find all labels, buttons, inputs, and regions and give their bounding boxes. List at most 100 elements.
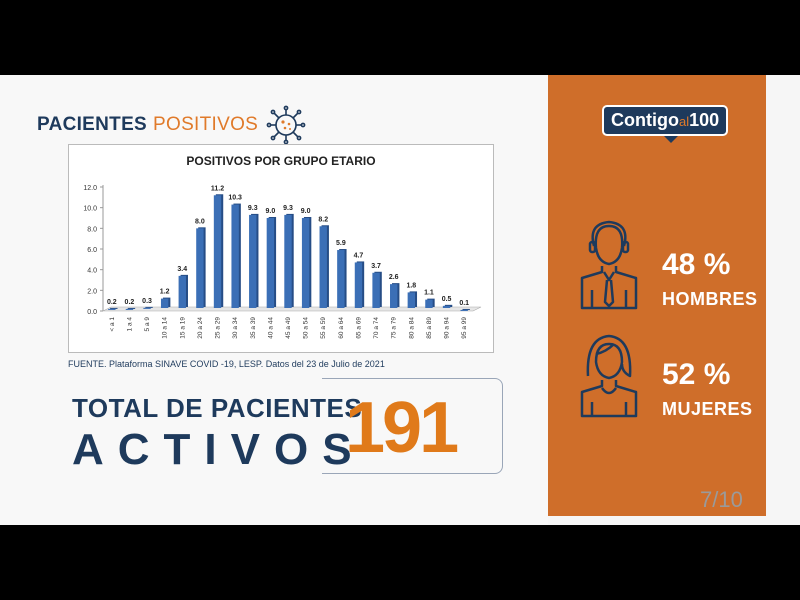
source-note: FUENTE. Plataforma SINAVE COVID -19, LES… — [68, 359, 385, 369]
page-title: PACIENTES POSITIVOS — [37, 105, 306, 145]
bar — [425, 299, 433, 308]
data-label: 3.7 — [371, 263, 381, 270]
x-tick-label: 30 a 34 — [232, 317, 239, 339]
total-value: 191 — [345, 388, 459, 468]
bar — [143, 307, 151, 309]
stat-men-label: HOMBRES — [662, 289, 758, 309]
stat-women-label: MUJERES — [662, 399, 753, 419]
right-panel: Contigoal100 48 % HOMBRES — [548, 75, 766, 516]
bar — [108, 308, 116, 310]
data-label: 9.0 — [301, 208, 311, 215]
bar — [337, 250, 345, 308]
x-tick-label: 45 a 49 — [285, 317, 292, 339]
page-number: 7/10 — [700, 487, 743, 512]
logo-pointer — [664, 136, 678, 143]
data-label: 8.0 — [195, 218, 205, 225]
data-label: 0.2 — [125, 299, 135, 306]
x-tick-label: 35 a 39 — [250, 317, 257, 339]
bar — [460, 309, 468, 311]
bar-shade — [145, 306, 153, 308]
bar — [354, 262, 363, 308]
chart-floor — [102, 306, 482, 312]
bar — [372, 272, 380, 308]
y-tick-label: 0.0 — [87, 309, 97, 316]
data-label: 10.3 — [228, 195, 242, 202]
data-label: 9.3 — [248, 205, 258, 212]
x-tick-label: 85 a 89 — [426, 317, 433, 339]
woman-icon — [580, 334, 638, 418]
x-tick-label: 80 a 84 — [408, 317, 415, 339]
x-tick-label: 20 a 24 — [197, 317, 204, 339]
bar — [213, 195, 222, 308]
data-label: 5.9 — [336, 240, 346, 247]
data-label: 1.2 — [160, 289, 170, 296]
virus-icon — [266, 105, 306, 145]
bar — [266, 218, 275, 308]
x-tick-label: 90 a 94 — [444, 317, 451, 339]
y-tick-label: 4.0 — [87, 268, 97, 275]
data-label: 1.8 — [406, 282, 416, 289]
data-label: 9.3 — [283, 205, 293, 212]
logo-right: 100 — [689, 110, 720, 130]
y-tick-label: 8.0 — [87, 226, 97, 233]
bar — [160, 298, 169, 308]
logo-left: Contigo — [611, 110, 679, 130]
bar-shade — [127, 307, 136, 309]
x-tick-label: 5 a 9 — [144, 317, 151, 332]
data-label: 0.1 — [459, 300, 469, 307]
brand-logo: Contigoal100 — [602, 105, 729, 136]
x-tick-label: 1 a 4 — [126, 317, 133, 332]
bar — [407, 292, 416, 308]
bar — [284, 214, 292, 308]
bar-chart: POSITIVOS POR GRUPO ETARIO 0.0 2.0 4.0 6.0 8.… — [83, 154, 482, 339]
chart-container: POSITIVOS POR GRUPO ETARIO 0.0 2.0 4.0 6.0 8.… — [68, 144, 494, 353]
x-tick-label: 25 a 29 — [215, 317, 222, 339]
x-tick-label: 15 a 19 — [179, 317, 186, 339]
y-tick-label: 6.0 — [87, 247, 97, 254]
bar-shade — [110, 307, 118, 309]
bar — [178, 275, 186, 308]
y-tick-label: 10.0 — [83, 206, 97, 213]
x-tick-label: 40 a 44 — [267, 317, 274, 339]
x-tick-label: < a 1 — [109, 317, 116, 332]
y-tick-label: 12.0 — [83, 185, 97, 192]
bar — [249, 214, 257, 308]
bar — [301, 218, 310, 308]
stat-women-pct: 52 % — [662, 358, 731, 391]
x-tick-label: 55 a 59 — [320, 317, 327, 339]
x-tick-label: 95 a 99 — [461, 317, 468, 339]
bar — [319, 226, 327, 308]
data-label: 0.2 — [107, 299, 117, 306]
stat-men-pct: 48 % — [662, 248, 731, 281]
slide: PACIENTES POSITIVOS — [0, 75, 800, 525]
data-label: 0.3 — [142, 298, 152, 305]
data-label: 0.5 — [442, 296, 452, 303]
data-label: 9.0 — [266, 208, 276, 215]
man-icon — [580, 220, 638, 310]
x-tick-label: 65 a 69 — [355, 317, 362, 339]
title-bold: PACIENTES — [37, 114, 148, 135]
total-frame — [322, 378, 503, 474]
title-light: POSITIVOS — [153, 114, 259, 135]
chart-title: POSITIVOS POR GRUPO ETARIO — [186, 154, 375, 168]
data-label: 8.2 — [318, 216, 328, 223]
data-label: 11.2 — [211, 185, 224, 192]
logo-mid: al — [678, 114, 690, 129]
left-panel: PACIENTES POSITIVOS — [0, 75, 548, 525]
y-tick-label: 2.0 — [87, 288, 97, 295]
x-tick-label: 50 a 54 — [303, 317, 310, 339]
data-label: 3.4 — [177, 266, 187, 273]
x-tick-label: 70 a 74 — [373, 317, 380, 339]
bar — [125, 308, 134, 310]
total-label-line2: ACTIVOS — [72, 425, 366, 474]
bar — [231, 204, 239, 308]
data-label: 2.6 — [389, 274, 399, 281]
bar — [442, 305, 451, 308]
x-tick-label: 10 a 14 — [162, 317, 169, 339]
bar — [196, 228, 204, 308]
x-tick-label: 75 a 79 — [391, 317, 398, 339]
x-tick-label: 60 a 64 — [338, 317, 345, 339]
data-label: 1.1 — [424, 290, 434, 297]
data-label: 4.7 — [354, 252, 364, 259]
bar — [390, 284, 398, 308]
